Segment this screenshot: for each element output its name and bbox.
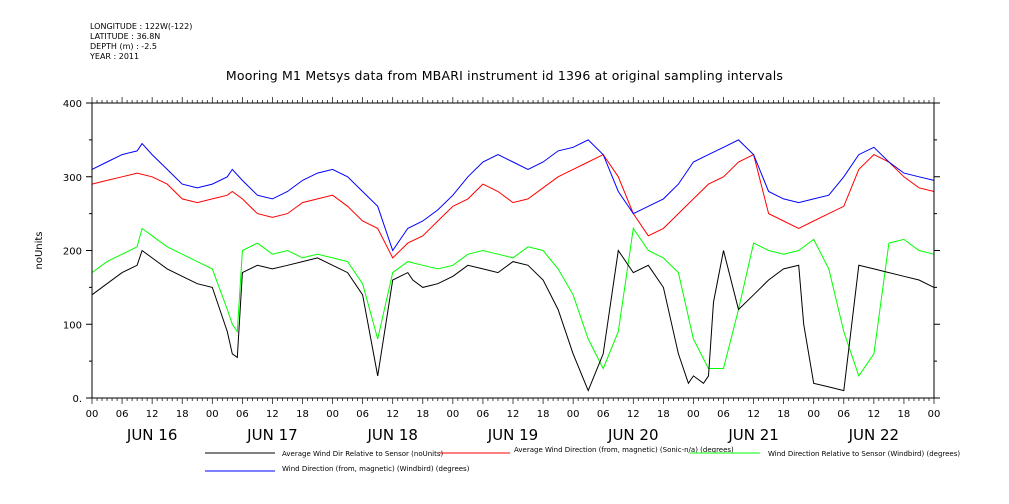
- metadata-block: LONGITUDE : 122W(-122) LATITUDE : 36.8N …: [90, 22, 192, 62]
- series-layer: [91, 139, 935, 392]
- x-tick-label: 18: [898, 409, 911, 420]
- x-tick-label: 00: [567, 409, 580, 420]
- chart-title: Mooring M1 Metsys data from MBARI instru…: [225, 68, 784, 83]
- x-tick-label: 06: [717, 409, 730, 420]
- y-tick-label: 400: [63, 99, 82, 110]
- x-tick-label: 18: [176, 409, 189, 420]
- x-tick-label: 12: [867, 409, 880, 420]
- x-tick-label: 12: [627, 409, 640, 420]
- y-tick-label: 0.: [72, 394, 82, 405]
- axis-layer: 0. 100 200 300 400 00 06 12 18 00 06 12 18 00 06 12 18 00…: [63, 97, 940, 444]
- y-tick-label: 300: [63, 173, 82, 184]
- day-label: JUN 22: [848, 426, 899, 444]
- x-tick-label: 06: [356, 409, 369, 420]
- x-tick-label: 06: [116, 409, 129, 420]
- x-tick-label: 12: [146, 409, 159, 420]
- x-tick-label: 00: [206, 409, 219, 420]
- x-tick-label: 00: [326, 409, 339, 420]
- x-tick-label: 00: [446, 409, 459, 420]
- day-label: JUN 20: [607, 426, 658, 444]
- x-tick-label: 06: [477, 409, 490, 420]
- x-tick-label: 12: [507, 409, 520, 420]
- x-tick-label: 06: [236, 409, 249, 420]
- x-tick-label: 06: [597, 409, 610, 420]
- legend-label: Average Wind Dir Relative to Sensor (noU…: [282, 450, 443, 458]
- plot-frame: [91, 102, 935, 399]
- x-tick-label: 00: [687, 409, 700, 420]
- day-label: JUN 16: [126, 426, 177, 444]
- x-tick-label: 12: [266, 409, 279, 420]
- series-line: [91, 153, 935, 259]
- x-tick-label: 18: [657, 409, 670, 420]
- series-line: [91, 227, 935, 378]
- x-tick-label: 18: [296, 409, 309, 420]
- depth-text: DEPTH (m) : -2.5: [90, 42, 157, 51]
- latitude-text: LATITUDE : 36.8N: [90, 32, 161, 41]
- x-tick-label: 00: [928, 409, 941, 420]
- y-tick-label: 200: [63, 247, 82, 258]
- year-text: YEAR : 2011: [90, 52, 140, 61]
- legend-label: Average Wind Direction (from, magnetic) …: [514, 446, 734, 454]
- series-line: [91, 249, 935, 392]
- day-label: JUN 21: [727, 426, 778, 444]
- day-label: JUN 18: [366, 426, 417, 444]
- longitude-text: LONGITUDE : 122W(-122): [90, 22, 193, 31]
- y-tick-label: 100: [63, 320, 82, 331]
- x-tick-label: 12: [747, 409, 760, 420]
- x-tick-label: 18: [416, 409, 429, 420]
- day-label: JUN 19: [487, 426, 538, 444]
- x-tick-label: 18: [537, 409, 550, 420]
- x-tick-label: 00: [807, 409, 820, 420]
- x-tick-label: 18: [777, 409, 790, 420]
- legend-label: Wind Direction (from, magnetic) (Windbir…: [282, 465, 470, 473]
- series-line: [91, 139, 935, 252]
- x-tick-label: 06: [837, 409, 850, 420]
- legend-label: Wind Direction Relative to Sensor (Windb…: [768, 450, 960, 458]
- y-axis-label: noUnits: [34, 231, 45, 269]
- legend: Average Wind Dir Relative to Sensor (noU…: [205, 446, 960, 473]
- x-tick-label: 00: [86, 409, 99, 420]
- day-label: JUN 17: [246, 426, 297, 444]
- x-tick-label: 12: [386, 409, 399, 420]
